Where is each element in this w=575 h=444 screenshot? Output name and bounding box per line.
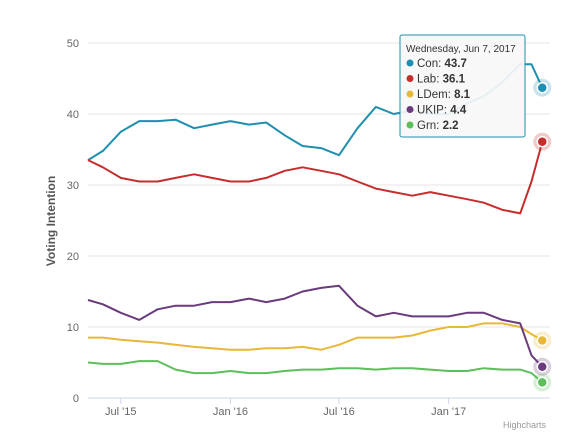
x-tick-label: Jul '16 bbox=[323, 406, 354, 418]
tooltip-bullet-lab bbox=[406, 75, 414, 82]
tooltip-series-value: 43.7 bbox=[445, 58, 467, 70]
x-axis-ticks: Jul '15 Jan '16 Jul '16 Jan '17 bbox=[105, 398, 466, 418]
y-tick-label: 50 bbox=[67, 38, 79, 50]
hover-markers bbox=[533, 78, 552, 392]
tooltip-series-value: 2.2 bbox=[443, 120, 459, 132]
tooltip-bullet-ukip bbox=[406, 106, 414, 113]
tooltip-series-name: LDem bbox=[417, 89, 448, 101]
y-tick-label: 40 bbox=[67, 109, 79, 121]
y-axis-label: Voting Intention bbox=[44, 176, 58, 266]
hover-point-grn[interactable] bbox=[536, 376, 549, 389]
tooltip-series-name: Grn bbox=[417, 120, 436, 132]
tooltip-series-name: Lab bbox=[417, 74, 436, 86]
series-line-ukip[interactable] bbox=[87, 284, 544, 368]
tooltip-series-value: 8.1 bbox=[454, 89, 471, 101]
x-tick-label: Jan '17 bbox=[431, 406, 466, 418]
tooltip-bullet-ldem bbox=[406, 90, 414, 98]
tooltip: Wednesday, Jun 7, 2017 Con: 43.7 Lab: 36.… bbox=[399, 34, 526, 138]
credits[interactable]: Highcharts bbox=[503, 420, 547, 430]
x-tick-label: Jul '15 bbox=[105, 406, 136, 418]
tooltip-series-name: UKIP bbox=[417, 105, 444, 117]
tooltip-row-ukip: UKIP: 4.4 bbox=[417, 105, 467, 117]
y-tick-label: 0 bbox=[73, 393, 79, 405]
tooltip-row-lab: Lab: 36.1 bbox=[417, 74, 466, 86]
y-axis-ticks: 0 10 20 30 40 50 bbox=[67, 38, 79, 405]
tooltip-date: Wednesday, Jun 7, 2017 bbox=[406, 44, 516, 55]
tooltip-bullet-con bbox=[406, 59, 414, 67]
series-lines[interactable] bbox=[87, 63, 544, 384]
tooltip-series-name: Con bbox=[417, 58, 438, 70]
tooltip-row-grn: Grn: 2.2 bbox=[417, 120, 459, 132]
hover-point-con[interactable] bbox=[536, 81, 549, 94]
hover-point-ldem[interactable] bbox=[536, 334, 549, 347]
tooltip-bullet-grn bbox=[406, 121, 414, 129]
series-line-grn[interactable] bbox=[87, 360, 543, 384]
tooltip-box bbox=[399, 34, 526, 138]
y-tick-label: 10 bbox=[67, 322, 79, 334]
x-tick-label: Jan '16 bbox=[213, 406, 248, 418]
hover-point-lab[interactable] bbox=[536, 135, 549, 148]
hover-point-ukip[interactable] bbox=[536, 361, 549, 373]
tooltip-row-ldem: LDem: 8.1 bbox=[417, 89, 471, 101]
series-line-lab[interactable] bbox=[87, 141, 544, 215]
tooltip-series-value: 4.4 bbox=[450, 105, 467, 117]
tooltip-row-con: Con: 43.7 bbox=[417, 58, 467, 70]
y-tick-label: 30 bbox=[67, 180, 79, 192]
series-line-ldem[interactable] bbox=[88, 322, 543, 351]
tooltip-series-value: 36.1 bbox=[443, 74, 466, 86]
y-tick-label: 20 bbox=[67, 251, 79, 263]
